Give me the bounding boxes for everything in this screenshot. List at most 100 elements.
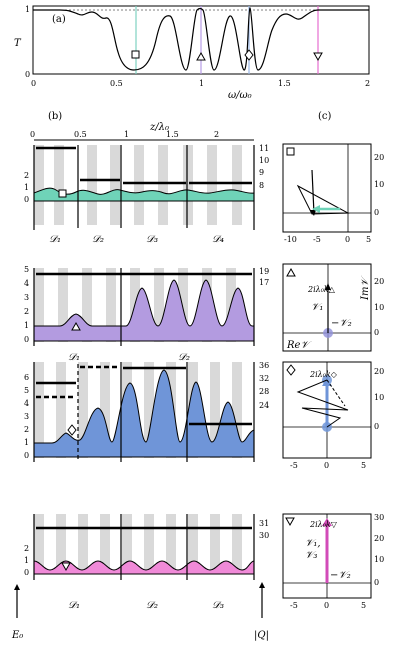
c1-xtick-5: 5 xyxy=(366,235,371,244)
c4-annot-top: 2iλ₀k▽ xyxy=(309,520,338,529)
row-3-ltick-6: 6 xyxy=(24,373,29,382)
row-2-ltick-5: 5 xyxy=(24,265,29,274)
top-tick-3: 1.5 xyxy=(166,130,179,139)
panel-c-row-1: 20 10 0 -10 -5 0 5 xyxy=(282,143,384,244)
row-2: 0 1 2 3 4 5 19 17 𝒟₁ 𝒟₂ xyxy=(24,265,269,363)
c4-xtick-m5: -5 xyxy=(290,601,298,610)
c4-ytick-0: 0 xyxy=(374,578,379,587)
c2-annot-v1: 𝒱₁ xyxy=(311,302,323,313)
row-2-inset-marker xyxy=(286,267,296,277)
c4-xtick-5: 5 xyxy=(361,601,366,610)
row-1-ltick-0: 0 xyxy=(24,195,29,204)
row-4-field-area xyxy=(33,560,255,575)
row-2-seg-2: 𝒟₂ xyxy=(178,352,190,363)
row-4: 0 1 2 31 30 𝒟₁ 𝒟₂ 𝒟₃ E₀ |Q| xyxy=(11,514,269,641)
row-4-seg-3: 𝒟₃ xyxy=(212,600,224,611)
panel-a-ylabel: T xyxy=(14,38,22,49)
diamond-marker xyxy=(244,49,254,61)
panel-c-row-2: 2iλ₀k△ 𝒱₁ −𝒱₂ Re𝒱 Im𝒱 20 10 0 xyxy=(282,263,384,352)
row-4-triangle-down-marker xyxy=(61,562,71,572)
c3-xtick-m5: -5 xyxy=(290,461,298,470)
c3-ytick-20: 20 xyxy=(374,367,384,376)
row-1-field-area xyxy=(33,187,255,202)
c2-ytick-0: 0 xyxy=(374,328,379,337)
row-2-field-area xyxy=(33,279,255,342)
row-2-ltick-3: 3 xyxy=(24,293,29,302)
row-1-seg-1: 𝒟₁ xyxy=(49,234,61,245)
top-tick-4: 2 xyxy=(214,130,219,139)
panel-b-header: (b) z/λ₀ 0 0.5 1 1.5 2 (c) xyxy=(30,111,332,141)
row-4-ltick-0: 0 xyxy=(24,568,29,577)
row-2-rtick-19: 19 xyxy=(259,267,269,276)
row-3-rtick-32: 32 xyxy=(259,374,269,383)
e0-label: E₀ xyxy=(11,630,23,641)
row-3-ltick-3: 3 xyxy=(24,412,29,421)
row-2-rtick-17: 17 xyxy=(259,278,269,287)
panel-a: (a) T 1 0 0 0.5 1 1.5 2 ω/ω₀ xyxy=(14,5,370,101)
row-3-ltick-4: 4 xyxy=(24,399,29,408)
row-2-ltick-0: 0 xyxy=(24,335,29,344)
row-1-seg-3: 𝒟₃ xyxy=(146,234,158,245)
c4-xtick-0: 0 xyxy=(324,601,329,610)
row-2-seg-1: 𝒟₁ xyxy=(68,352,80,363)
c2-annot-im: Im𝒱 xyxy=(360,275,371,301)
c1-xtick-m5: -5 xyxy=(313,235,321,244)
row-1-stripes xyxy=(34,145,242,225)
panel-a-xtick-2: 1 xyxy=(199,79,204,88)
c1-xtick-m10: -10 xyxy=(284,235,297,244)
c3-xtick-0: 0 xyxy=(324,461,329,470)
row-4-seg-2: 𝒟₂ xyxy=(146,600,158,611)
row-2-ltick-1: 1 xyxy=(24,321,29,330)
panel-a-label: (a) xyxy=(52,14,66,25)
row-2-ltick-4: 4 xyxy=(24,279,29,288)
panel-c-row-4: 2iλ₀k▽ 𝒱₁, 𝒱₃ −𝒱₂ 30 20 10 0 -5 0 5 xyxy=(282,513,384,610)
row-4-stripes xyxy=(34,514,242,574)
c4-annot-v2: −𝒱₂ xyxy=(330,570,351,581)
c2-annot-v2: −𝒱₂ xyxy=(331,318,352,329)
c2-annot-re: Re𝒱 xyxy=(286,340,312,351)
c2-ytick-10: 10 xyxy=(374,303,384,312)
row-4-inset-marker xyxy=(285,517,295,527)
row-2-ltick-2: 2 xyxy=(24,307,29,316)
panel-c-row-3: 2iλ₀k◇ 20 10 0 -5 0 5 xyxy=(282,361,384,470)
row-4-rtick-30: 30 xyxy=(259,531,269,540)
c2-ytick-20: 20 xyxy=(374,277,384,286)
triangle-marker xyxy=(196,51,206,61)
row-3-rtick-24: 24 xyxy=(259,401,269,410)
c1-ytick-20: 20 xyxy=(374,153,384,162)
row-3-inset-marker xyxy=(286,364,296,376)
top-tick-2: 1 xyxy=(124,130,129,139)
row-4-ltick-1: 1 xyxy=(24,556,29,565)
panel-a-xtick-4: 2 xyxy=(365,79,370,88)
row-4-seg-1: 𝒟₁ xyxy=(68,600,80,611)
row-1-rtick-3: 11 xyxy=(259,144,269,153)
panel-c-label: (c) xyxy=(318,111,332,122)
top-tick-0: 0 xyxy=(30,130,35,139)
row-3-rtick-36: 36 xyxy=(259,361,269,370)
row-1-seg-2: 𝒟₂ xyxy=(92,234,104,245)
row-1-rtick-1: 9 xyxy=(259,168,264,177)
row-1-rtick-2: 10 xyxy=(259,156,269,165)
panel-a-xtick-0: 0 xyxy=(31,79,36,88)
transmission-curve xyxy=(33,7,369,71)
c1-ytick-10: 10 xyxy=(374,180,384,189)
panel-a-xtick-3: 1.5 xyxy=(278,79,291,88)
row-3-ltick-0: 0 xyxy=(24,451,29,460)
c3-xtick-5: 5 xyxy=(361,461,366,470)
panel-b-label: (b) xyxy=(48,111,62,122)
c1-ytick-0: 0 xyxy=(374,208,379,217)
row-3: 0 1 2 3 4 5 6 36 32 28 24 xyxy=(24,361,269,462)
row-3-ltick-2: 2 xyxy=(24,425,29,434)
row-4-ltick-2: 2 xyxy=(24,544,29,553)
top-tick-1: 0.5 xyxy=(74,130,87,139)
c3-annot-top: 2iλ₀k◇ xyxy=(309,370,338,379)
row-3-diamond-marker xyxy=(67,424,77,436)
q-label: |Q| xyxy=(254,630,269,641)
c4-ytick-20: 20 xyxy=(374,534,384,543)
row-1: 2 1 0 11 10 9 8 𝒟₁ 𝒟₂ 𝒟₃ 𝒟₄ xyxy=(24,144,269,245)
row-3-rtick-28: 28 xyxy=(259,387,269,396)
row-4-rtick-31: 31 xyxy=(259,519,269,528)
row-1-ltick-2: 2 xyxy=(24,171,29,180)
c1-xtick-0: 0 xyxy=(345,235,350,244)
